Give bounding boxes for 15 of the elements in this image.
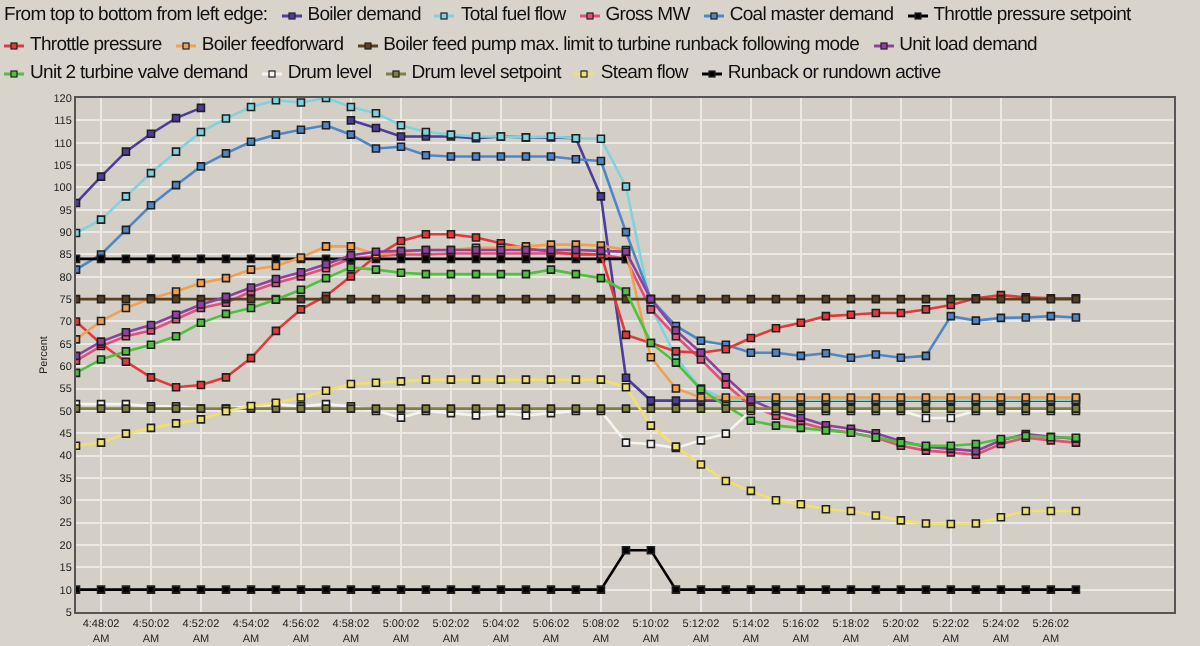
legend-label: Gross MW <box>605 2 690 30</box>
legend-label: Drum level <box>287 60 372 88</box>
legend-label: Drum level setpoint <box>411 60 561 88</box>
legend-title: From top to bottom from left edge: <box>4 2 268 30</box>
legend-label: Total fuel flow <box>460 2 566 30</box>
legend-label: Steam flow <box>600 60 688 88</box>
legend-label: Coal master demand <box>729 2 894 30</box>
legend-label: Throttle pressure <box>30 31 162 59</box>
legend-label: Boiler demand <box>307 2 421 30</box>
legend-label: Boiler feedforward <box>201 31 344 59</box>
legend-label: Unit load demand <box>899 31 1037 59</box>
legend-label: Boiler feed pump max. limit to turbine runback following mode <box>383 31 860 59</box>
legend-label: Unit 2 turbine valve demand <box>30 60 248 88</box>
legend-label: Runback or rundown active <box>727 60 941 88</box>
legend-label: Throttle pressure setpoint <box>933 2 1131 30</box>
